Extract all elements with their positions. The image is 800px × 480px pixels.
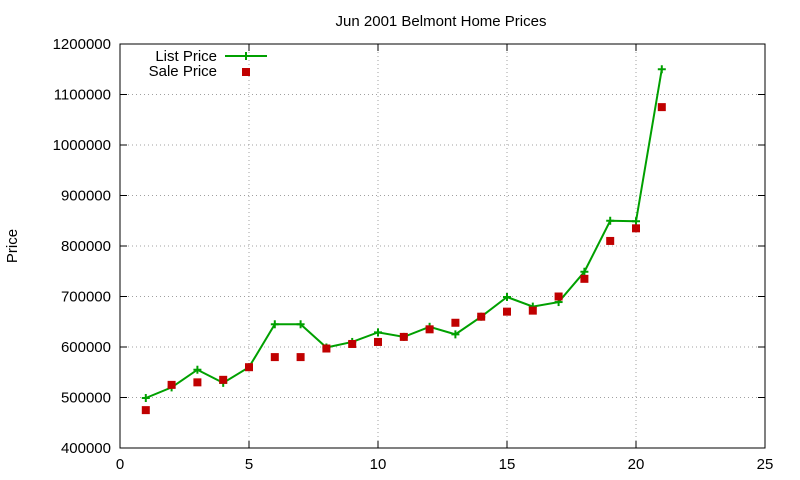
x-tick-label: 5: [245, 456, 253, 473]
y-tick-label: 1100000: [54, 87, 111, 104]
sale-price-point: [348, 339, 357, 348]
legend-label-list-price: List Price: [155, 48, 217, 65]
sale-price-point: [219, 375, 228, 384]
y-tick-label: 1000000: [53, 137, 111, 154]
y-tick-label: 700000: [61, 289, 111, 306]
sale-price-point: [580, 274, 589, 283]
list-price-point: [193, 365, 202, 374]
x-tick-label: 20: [628, 456, 645, 473]
sale-price-point: [167, 380, 176, 389]
sale-price-point: [193, 378, 202, 387]
sale-price-point: [657, 103, 666, 112]
y-tick-label: 900000: [61, 188, 111, 205]
series-layer: [141, 65, 666, 415]
list-price-point: [270, 320, 279, 329]
sale-price-point: [141, 406, 150, 415]
y-tick-label: 400000: [61, 440, 111, 457]
legend-label-sale-price: Sale Price: [149, 63, 217, 80]
sale-price-point: [632, 224, 640, 233]
list-price-point: [657, 65, 666, 74]
y-tick-label: 1200000: [53, 36, 111, 53]
list-price-point: [632, 217, 640, 226]
sale-price-point: [425, 325, 434, 334]
grid-lines: [120, 44, 765, 448]
list-price-point: [296, 320, 305, 329]
sale-price-point: [374, 337, 382, 346]
list-price-line: [145, 69, 663, 399]
list-price-point: [580, 267, 589, 276]
axis-ticks: 0 5 10 15 20 25 400000 500000 600000 700000 800000…: [53, 36, 774, 473]
sale-price-point: [245, 363, 253, 372]
sale-price-point: [296, 353, 305, 362]
sale-price-point: [451, 318, 460, 327]
y-tick-label: 600000: [61, 339, 111, 356]
sale-price-point: [322, 344, 331, 353]
x-tick-label: 10: [370, 456, 387, 473]
list-price-point: [606, 216, 615, 225]
x-tick-label: 25: [757, 456, 774, 473]
sale-price-point: [528, 306, 537, 315]
list-price-point: [141, 394, 150, 403]
y-tick-label: 500000: [61, 390, 111, 407]
sale-price-point: [606, 236, 615, 245]
list-price-point: [503, 293, 511, 302]
sale-price-point: [477, 312, 486, 321]
x-tick-label: 15: [499, 456, 516, 473]
list-price-point: [451, 330, 460, 339]
sale-price-point: [503, 307, 511, 316]
sale-price-point: [270, 353, 279, 362]
list-price-point: [374, 328, 382, 337]
sale-price-point: [554, 292, 563, 301]
y-axis-label: Price: [4, 229, 21, 263]
legend-swatch-sale-price: [242, 68, 250, 76]
chart-title: Jun 2001 Belmont Home Prices: [336, 13, 547, 30]
y-tick-label: 800000: [61, 238, 111, 255]
x-tick-label: 0: [116, 456, 124, 473]
sale-price-point: [399, 332, 408, 341]
